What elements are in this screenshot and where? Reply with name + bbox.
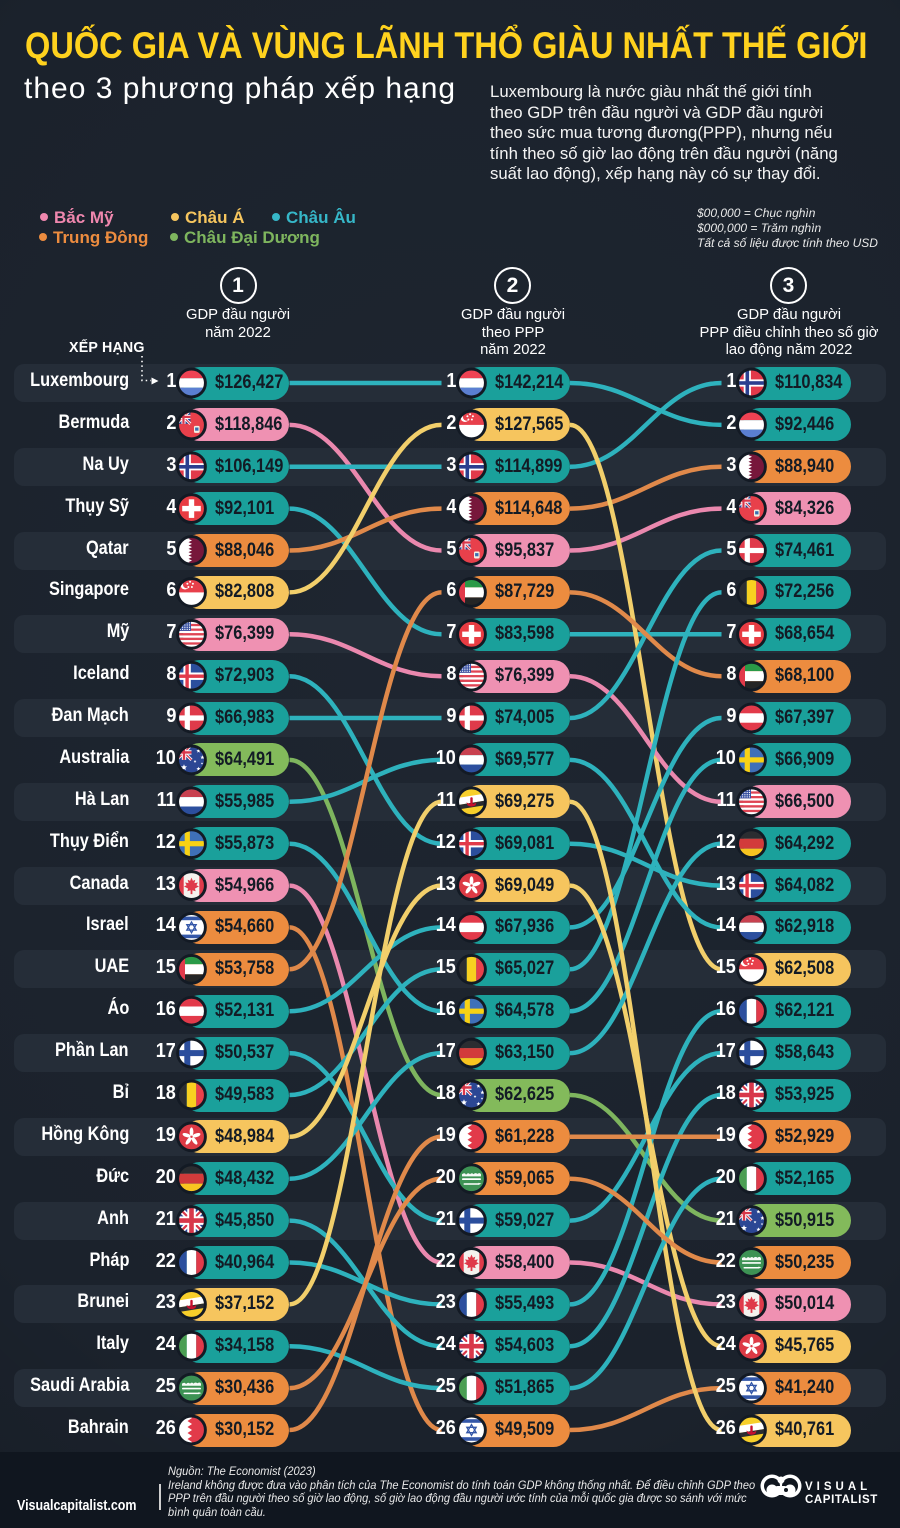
svg-text:VISUAL: VISUAL xyxy=(805,1481,871,1493)
svg-text:CAPITALIST: CAPITALIST xyxy=(805,1494,878,1506)
